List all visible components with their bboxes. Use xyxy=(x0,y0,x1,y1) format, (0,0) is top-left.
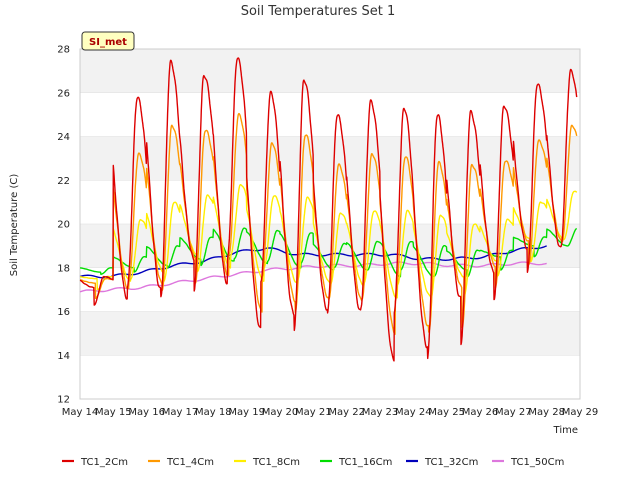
x-tick-label: May 16 xyxy=(128,407,165,418)
legend-label: TC1_8Cm xyxy=(252,457,300,468)
y-tick-label: 12 xyxy=(57,395,70,406)
x-axis-label: Time xyxy=(553,425,578,436)
series-line-tc1_2cm xyxy=(79,57,578,362)
legend-label: TC1_2Cm xyxy=(80,457,128,468)
x-tick-label: May 22 xyxy=(328,407,365,418)
legend-item-tc1_8cm: TC1_8Cm xyxy=(234,457,300,468)
legend-label: TC1_4Cm xyxy=(166,457,214,468)
x-tick-label: May 17 xyxy=(162,407,199,418)
x-tick-label: May 18 xyxy=(195,407,232,418)
plot-background xyxy=(79,48,581,400)
x-tick-label: May 14 xyxy=(62,407,99,418)
plot-frame xyxy=(79,48,581,400)
y-tick-label: 20 xyxy=(57,220,70,231)
grid-band xyxy=(80,311,580,356)
series-layer xyxy=(79,57,578,362)
y-axis-label: Soil Temperature (C) xyxy=(9,174,20,277)
y-tick-label: 28 xyxy=(57,45,70,56)
y-tick-label: 22 xyxy=(57,176,70,187)
y-tick-label: 14 xyxy=(57,351,70,362)
x-tick-label: May 26 xyxy=(462,407,499,418)
legend-item-tc1_16cm: TC1_16Cm xyxy=(320,457,392,468)
x-tick-label: May 29 xyxy=(562,407,599,418)
legend-item-tc1_50cm: TC1_50Cm xyxy=(492,457,564,468)
x-tick-label: May 21 xyxy=(295,407,332,418)
y-axis-ticks: 12 14 16 18 20 22 24 26 28 xyxy=(57,45,70,406)
grid-band xyxy=(80,136,580,181)
legend-item-tc1_4cm: TC1_4Cm xyxy=(148,457,214,468)
x-tick-label: May 25 xyxy=(428,407,465,418)
series-line-tc1_4cm xyxy=(79,112,578,335)
x-tick-label: May 23 xyxy=(362,407,399,418)
x-tick-label: May 20 xyxy=(262,407,299,418)
x-tick-label: May 24 xyxy=(395,407,432,418)
legend-label: TC1_16Cm xyxy=(338,457,392,468)
y-tick-label: 24 xyxy=(57,132,70,143)
legend-label: TC1_50Cm xyxy=(510,457,564,468)
legend-label: TC1_32Cm xyxy=(424,457,478,468)
legend-item-tc1_32cm: TC1_32Cm xyxy=(406,457,478,468)
x-tick-label: May 15 xyxy=(95,407,132,418)
x-tick-label: May 19 xyxy=(228,407,265,418)
x-tick-label: May 28 xyxy=(528,407,565,418)
legend: TC1_2Cm TC1_4Cm TC1_8Cm TC1_16Cm TC1_32Cm TC1… xyxy=(62,457,564,468)
x-tick-label: May 27 xyxy=(495,407,532,418)
station-badge: SI_met xyxy=(81,31,135,51)
legend-item-tc1_2cm: TC1_2Cm xyxy=(62,457,128,468)
y-tick-label: 16 xyxy=(57,307,70,318)
chart-title: Soil Temperatures Set 1 xyxy=(241,4,396,19)
y-tick-label: 26 xyxy=(57,88,70,99)
y-tick-label: 18 xyxy=(57,263,70,274)
station-badge-label: SI_met xyxy=(89,37,127,48)
grid-band xyxy=(80,49,580,93)
station-badge-box xyxy=(81,31,135,51)
